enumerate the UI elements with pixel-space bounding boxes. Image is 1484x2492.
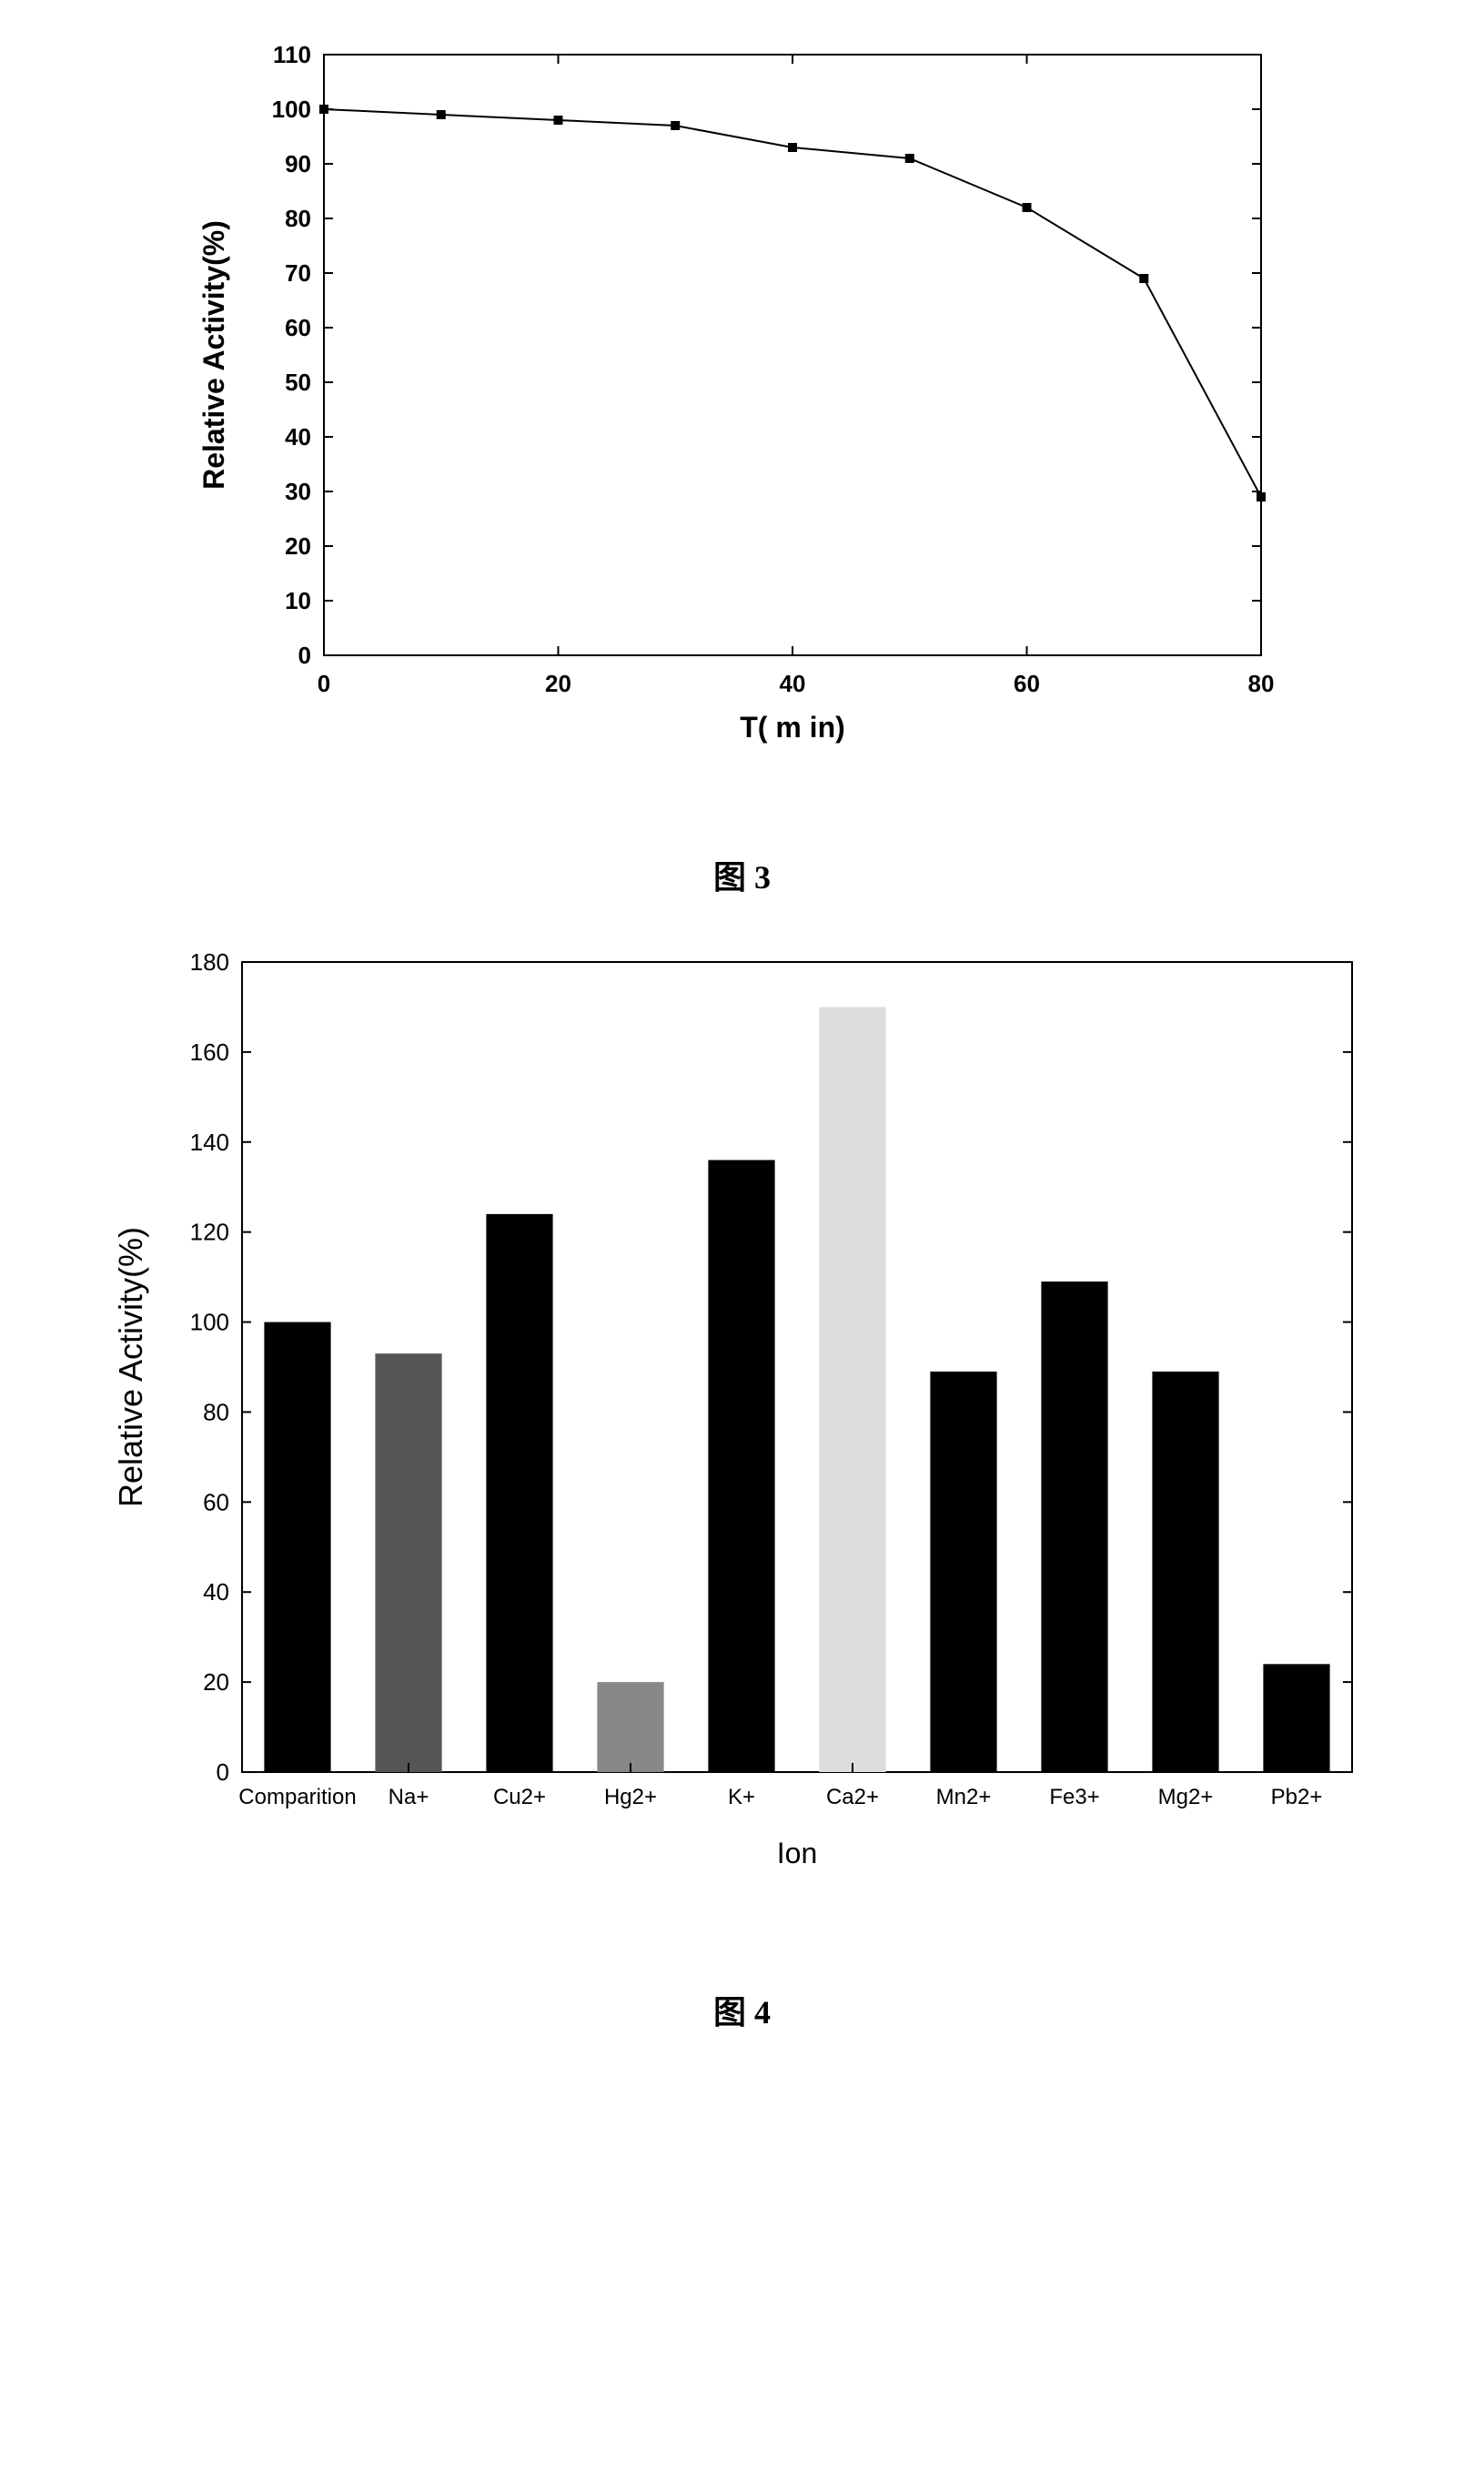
svg-text:180: 180	[189, 948, 228, 976]
line-chart-container: 0 10 20 30 40 50 60 70 80 90 100 110 0 20 40 60 80 T( m i…	[197, 36, 1288, 769]
svg-text:K+: K+	[727, 1785, 754, 1809]
svg-text:60: 60	[285, 314, 311, 341]
bar-chart-container: 0 20 40 60 80 100 120 140 160 180 Comparition Na+ Cu…	[106, 944, 1379, 1904]
svg-text:Ion: Ion	[776, 1837, 816, 1869]
svg-text:20: 20	[285, 532, 311, 560]
svg-text:100: 100	[271, 96, 310, 123]
svg-text:80: 80	[203, 1398, 229, 1425]
caption-fig3: 图 3	[713, 851, 771, 898]
svg-text:60: 60	[203, 1488, 229, 1515]
svg-text:Hg2+: Hg2+	[603, 1785, 656, 1809]
svg-text:160: 160	[189, 1038, 228, 1066]
svg-text:Pb2+: Pb2+	[1270, 1785, 1322, 1809]
svg-text:20: 20	[545, 670, 571, 697]
svg-text:Relative Activity(%): Relative Activity(%)	[197, 220, 230, 490]
svg-text:30: 30	[285, 478, 311, 505]
svg-text:0: 0	[317, 670, 329, 697]
svg-text:70: 70	[285, 259, 311, 287]
svg-text:Mn2+: Mn2+	[935, 1785, 991, 1809]
svg-text:40: 40	[203, 1578, 229, 1606]
svg-text:Cu2+: Cu2+	[492, 1785, 545, 1809]
line-chart: 0 10 20 30 40 50 60 70 80 90 100 110 0 20 40 60 80 T( m i…	[197, 36, 1288, 765]
svg-text:80: 80	[285, 205, 311, 232]
svg-text:40: 40	[285, 423, 311, 451]
svg-text:Mg2+: Mg2+	[1157, 1785, 1213, 1809]
svg-text:Na+: Na+	[388, 1785, 429, 1809]
svg-text:40: 40	[779, 670, 805, 697]
caption-fig4: 图 4	[713, 1986, 771, 2033]
svg-text:80: 80	[1247, 670, 1274, 697]
svg-text:50: 50	[285, 369, 311, 396]
svg-text:Comparition: Comparition	[238, 1785, 356, 1809]
svg-text:0: 0	[216, 1758, 228, 1786]
svg-text:140: 140	[189, 1129, 228, 1156]
svg-text:Ca2+: Ca2+	[825, 1785, 878, 1809]
svg-text:Fe3+: Fe3+	[1049, 1785, 1099, 1809]
bar-chart: 0 20 40 60 80 100 120 140 160 180 Comparition Na+ Cu…	[106, 944, 1379, 1899]
svg-text:Relative Activity(%): Relative Activity(%)	[112, 1227, 149, 1507]
svg-text:110: 110	[273, 41, 311, 68]
svg-text:20: 20	[203, 1668, 229, 1696]
svg-text:T( m in): T( m in)	[740, 711, 845, 744]
svg-text:10: 10	[285, 587, 311, 614]
svg-text:60: 60	[1014, 670, 1040, 697]
svg-text:100: 100	[189, 1309, 228, 1336]
svg-text:0: 0	[298, 642, 310, 669]
svg-text:120: 120	[189, 1219, 228, 1246]
svg-text:90: 90	[285, 150, 311, 177]
